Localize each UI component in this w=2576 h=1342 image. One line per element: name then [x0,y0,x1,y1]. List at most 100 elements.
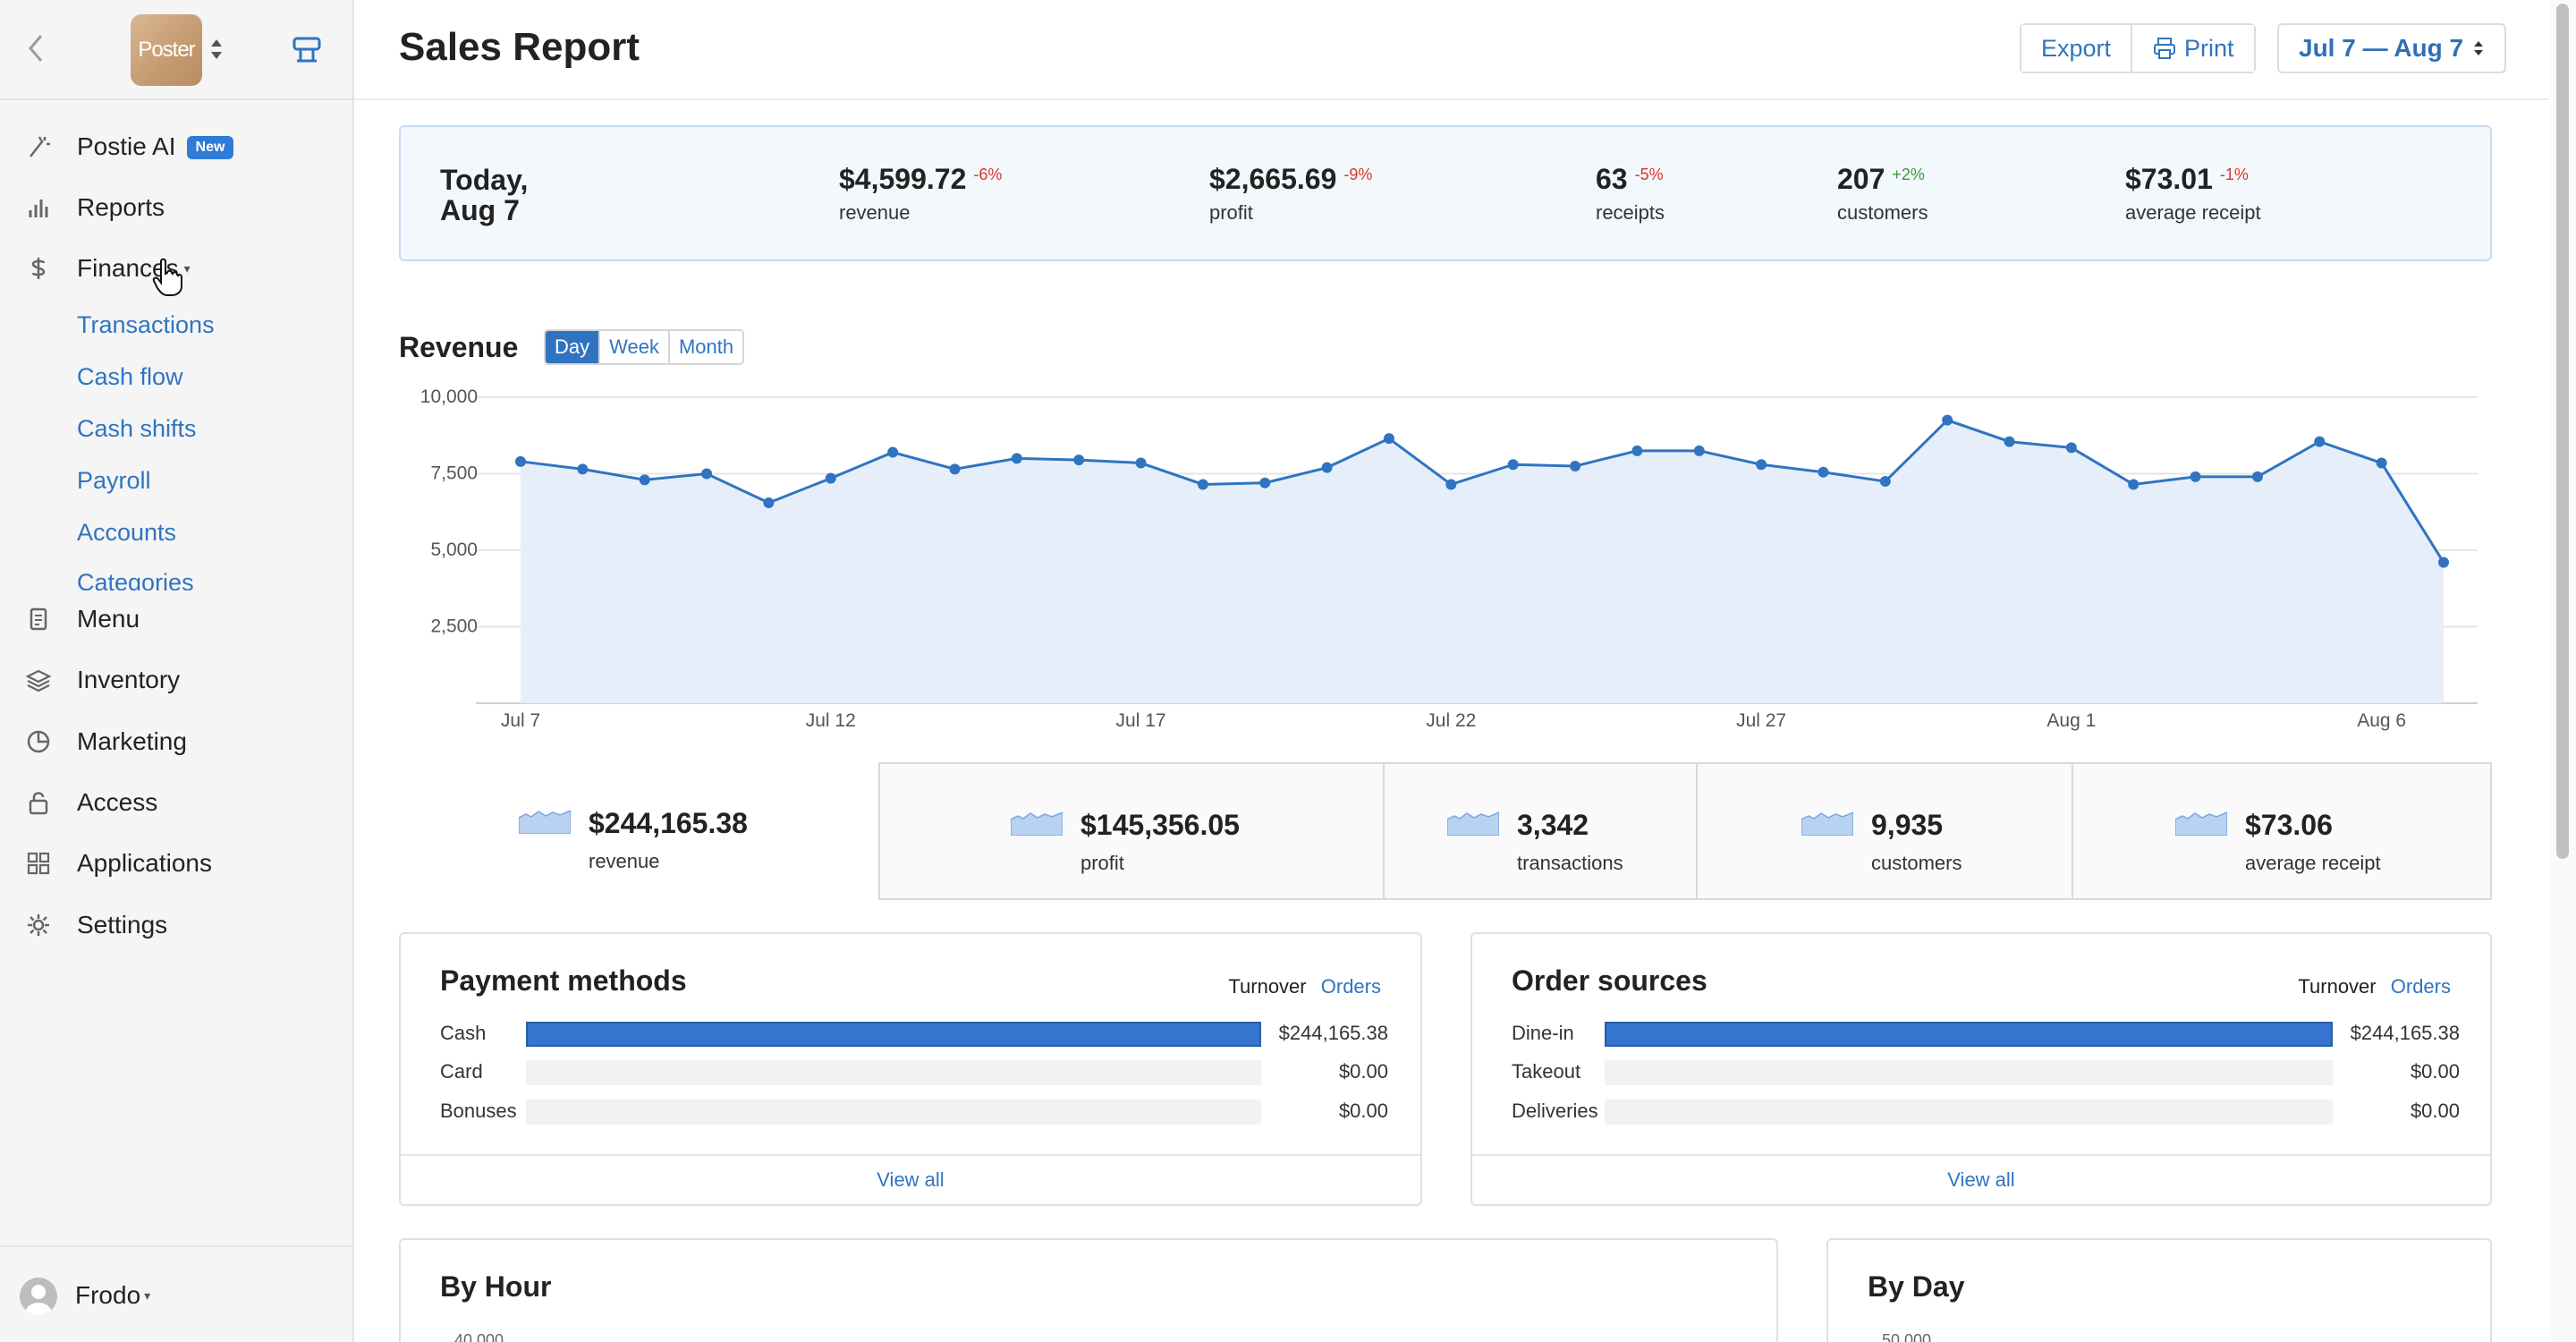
sidebar-item-label: Marketing [77,727,187,755]
caret-down-icon: ▾ [144,1288,151,1303]
revenue-area [521,420,2444,703]
tab-orders[interactable]: Orders [1320,975,1381,998]
tab-turnover[interactable]: Turnover [2298,975,2377,998]
source-row-dine-in: Dine-in $244,165.38 [1512,1020,2460,1047]
y-tick-label: 50,000 [1882,1331,1932,1342]
period-day-button[interactable]: Day [546,331,599,363]
kpi-change: -5% [1634,166,1664,183]
x-tick-label: Jul 12 [806,710,856,731]
pos-terminal-icon[interactable] [292,34,322,64]
avatar [20,1278,57,1315]
user-menu[interactable]: Frodo ▾ [0,1245,352,1342]
data-point [1818,466,1829,478]
row-bar [1605,1060,2333,1085]
y-tick-label: 10,000 [420,386,478,407]
sub-item-accounts[interactable]: Accounts [77,519,177,546]
sidebar-item-settings[interactable]: Settings [0,900,352,950]
user-icon [25,1285,52,1315]
sub-item-categories[interactable]: Categories [77,569,194,590]
total-average-receipt[interactable]: $73.06 average receipt [2072,762,2492,900]
data-point [1693,445,1705,456]
magic-wand-icon [30,136,50,157]
data-point [1383,433,1394,445]
sidebar-item-reports[interactable]: Reports [0,183,352,233]
kpi-value: $4,599.72 [839,163,967,195]
date-range-label: Jul 7 — Aug 7 [2299,34,2464,62]
sidebar-item-postie-ai[interactable]: Postie AI New [0,122,352,172]
chevron-left-icon[interactable] [23,32,50,64]
sub-item-cash-shifts[interactable]: Cash shifts [77,415,197,442]
today-label: Today, [440,164,529,196]
sidebar-item-access[interactable]: Access [0,777,352,828]
period-month-button[interactable]: Month [667,331,742,363]
sidebar-item-menu[interactable]: Menu [0,594,352,644]
period-week-button[interactable]: Week [598,331,668,363]
total-label: revenue [589,850,660,872]
sparkline-icon [1801,811,1853,836]
total-value: $73.06 [2245,809,2333,841]
data-point [1197,479,1208,490]
view-all-link[interactable]: View all [401,1154,1420,1204]
tab-orders[interactable]: Orders [2390,975,2451,998]
sparkline-icon [519,810,571,834]
data-point [639,474,650,486]
sub-item-cash-flow[interactable]: Cash flow [77,363,183,390]
total-transactions[interactable]: 3,342 transactions [1383,762,1698,900]
sidebar-item-label: Applications [77,849,212,877]
print-button[interactable]: Print [2131,25,2254,72]
date-range-picker[interactable]: Jul 7 — Aug 7 [2277,23,2507,73]
today-title: Today, Aug 7 [440,165,528,225]
panel-title: By Hour [440,1270,552,1303]
row-label: Takeout [1512,1060,1581,1083]
data-point [887,446,899,458]
kpi-change: +2% [1892,166,1925,183]
sort-arrows-icon[interactable] [209,36,224,63]
row-label: Bonuses [440,1100,517,1122]
total-profit[interactable]: $145,356.05 profit [878,762,1385,900]
revenue-line [520,418,2445,564]
kpi-value: $2,665.69 [1209,163,1337,195]
row-label: Dine-in [1512,1022,1574,1044]
today-summary: Today, Aug 7 $4,599.72 -6% revenue $2,665… [399,125,2492,261]
panel-tabs: Turnover Orders [2298,975,2451,998]
kpi-value: $73.01 [2125,163,2213,195]
data-point [1073,454,1085,466]
x-tick-label: Jul 7 [501,710,540,731]
bar-chart-icon [29,200,48,217]
by-day-panel: By Day 50,000 [1826,1238,2492,1342]
y-tick-label: 2,500 [430,616,478,637]
kpi-customers: 207 +2% customers [1837,163,1928,225]
row-value: $0.00 [2410,1100,2460,1122]
kpi-value: 63 [1596,163,1628,195]
sidebar-item-label: Reports [77,193,165,221]
export-button[interactable]: Export [2021,25,2131,72]
new-badge: New [186,136,234,159]
x-tick-label: Jul 17 [1116,710,1166,731]
total-value: $145,356.05 [1080,809,1240,841]
view-all-link[interactable]: View all [1472,1154,2490,1204]
payment-row-card: Card $0.00 [440,1058,1388,1085]
row-bar [526,1060,1261,1085]
tab-turnover[interactable]: Turnover [1228,975,1307,998]
sidebar-item-marketing[interactable]: Marketing [0,717,352,767]
brand-logo[interactable]: Poster [131,14,202,86]
row-bar [526,1022,1261,1047]
x-tick-label: Jul 27 [1736,710,1786,731]
total-customers[interactable]: 9,935 customers [1696,762,2073,900]
order-sources-panel: Order sources Turnover Orders Dine-in $2… [1470,932,2492,1206]
scrollbar[interactable] [2551,0,2576,1342]
data-point [515,455,526,467]
scrollbar-thumb[interactable] [2556,4,2569,859]
kpi-label: customers [1837,201,1928,224]
payment-row-bonuses: Bonuses $0.00 [440,1098,1388,1125]
data-point [1259,477,1271,488]
printer-icon [2154,38,2176,59]
total-revenue[interactable]: $244,165.38 revenue [399,762,878,900]
sub-item-payroll[interactable]: Payroll [77,467,151,494]
sub-item-transactions[interactable]: Transactions [77,311,215,338]
total-label: average receipt [2245,852,2381,874]
sidebar-item-inventory[interactable]: Inventory [0,655,352,705]
sidebar-item-applications[interactable]: Applications [0,838,352,888]
data-point [763,497,775,508]
document-icon [30,607,47,631]
